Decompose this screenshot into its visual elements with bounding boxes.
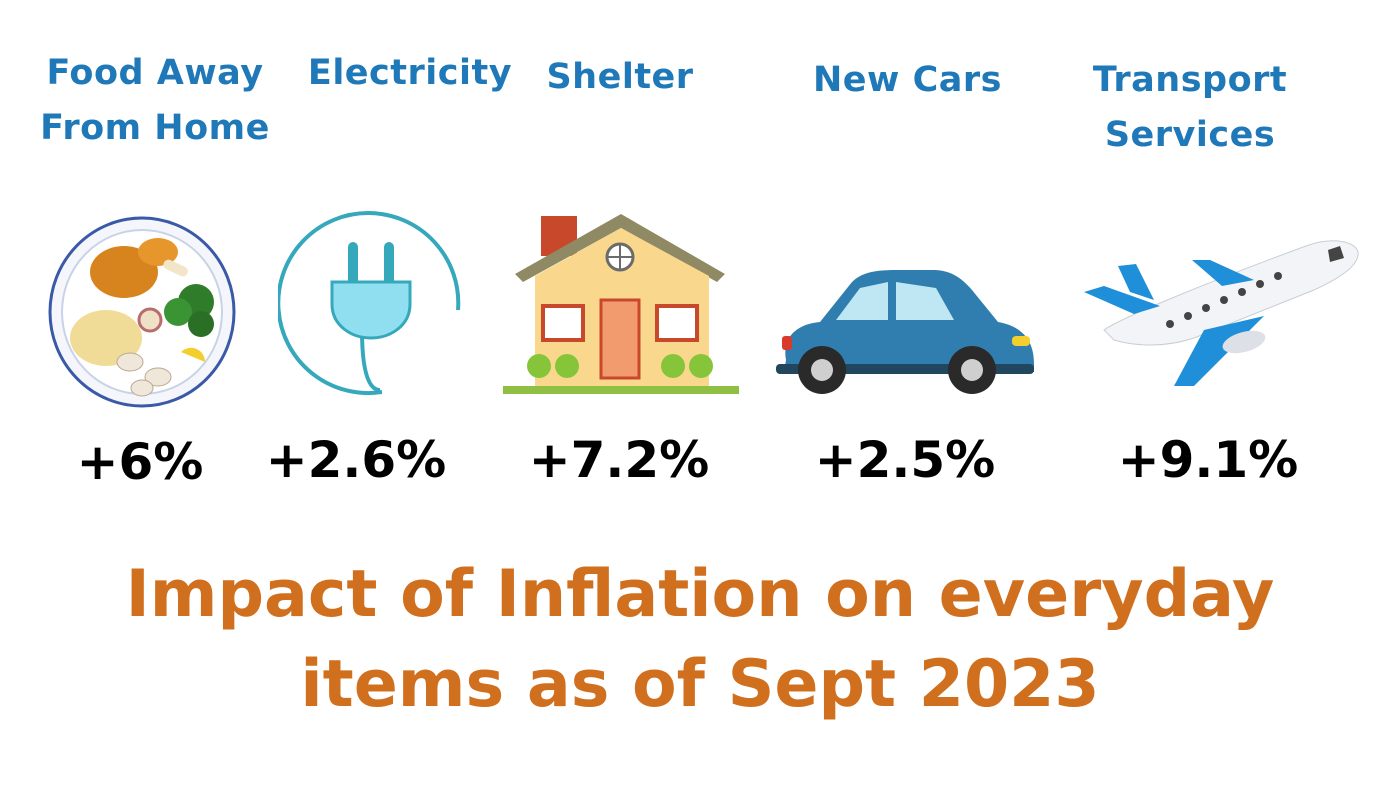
food-plate-icon	[48, 216, 236, 408]
category-label-line: Services	[1104, 115, 1276, 155]
car-icon	[776, 270, 1034, 394]
title-line: items as of Sept 2023	[300, 647, 1100, 722]
electric-plug-icon	[278, 211, 461, 396]
page-title: Impact of Inflation on everyday items as…	[0, 550, 1400, 730]
category-label-line: Transport	[1092, 60, 1288, 100]
change-value-transport: +9.1%	[1117, 431, 1299, 489]
category-label-transport: Transport Services	[1060, 53, 1320, 163]
change-value-electricity: +2.6%	[265, 431, 447, 489]
category-label-line: Shelter	[546, 57, 694, 97]
category-label-shelter: Shelter	[520, 50, 720, 105]
category-label-line: Food Away	[46, 53, 264, 93]
category-label-line: From Home	[40, 108, 270, 148]
title-line: Impact of Inflation on everyday	[125, 557, 1275, 632]
category-label-new-cars: New Cars	[780, 53, 1035, 108]
category-label-line: New Cars	[813, 60, 1002, 100]
category-label-line: Electricity	[307, 53, 513, 93]
change-value-shelter: +7.2%	[528, 431, 710, 489]
change-value-new-cars: +2.5%	[814, 431, 996, 489]
change-value-food: +6%	[76, 433, 204, 491]
house-icon	[503, 214, 739, 394]
category-label-food: Food Away From Home	[20, 46, 290, 156]
airplane-icon	[1084, 240, 1359, 386]
category-label-electricity: Electricity	[290, 46, 530, 101]
